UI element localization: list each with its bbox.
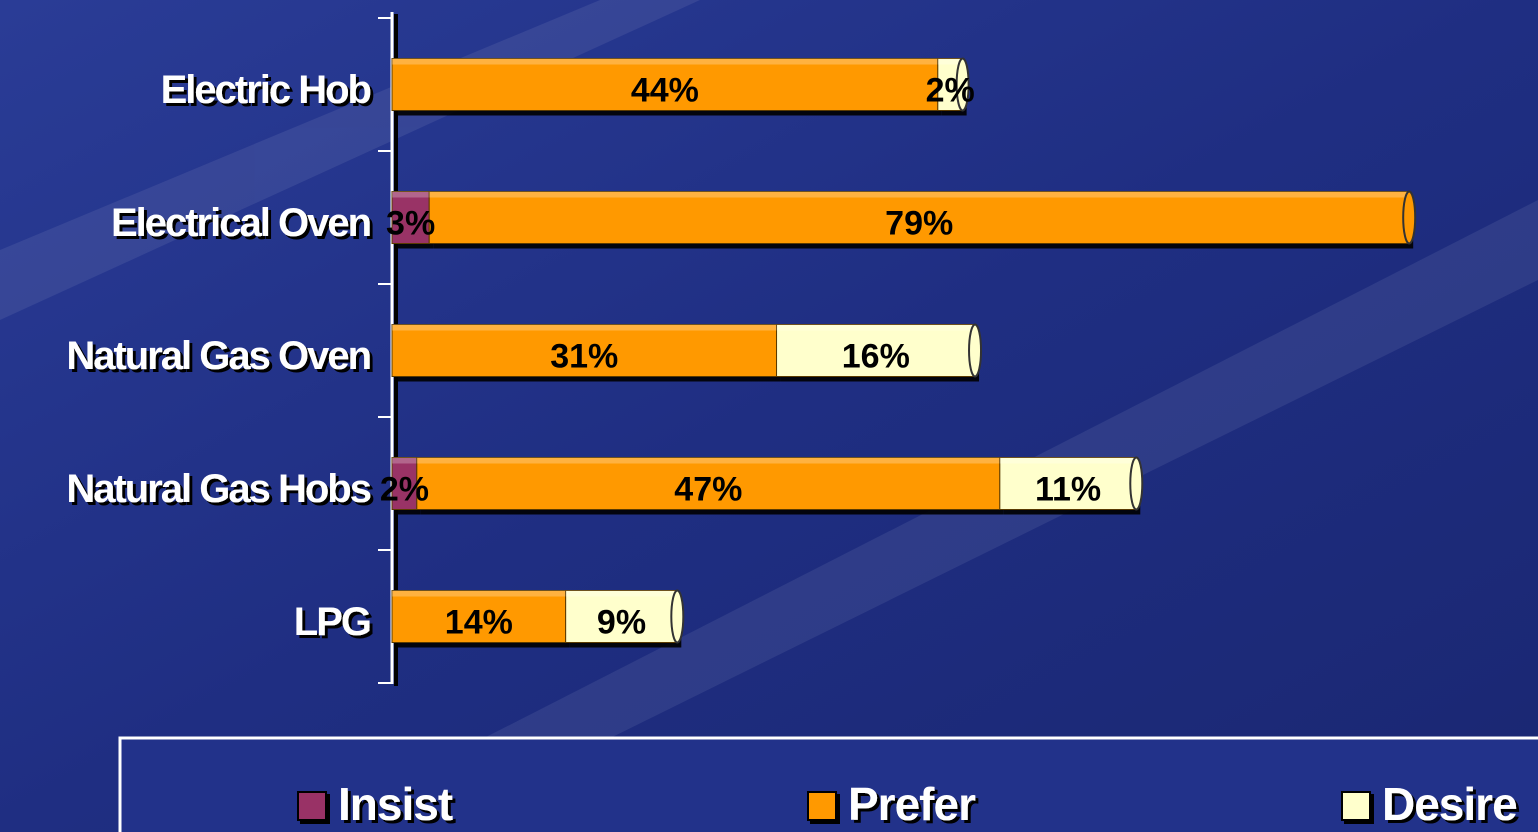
bar-highlight [392, 324, 777, 331]
category-label: Electric Hob [161, 68, 371, 112]
legend-label: Insist [338, 778, 453, 830]
legend-label: Desire [1382, 778, 1517, 830]
bar-highlight [999, 457, 1137, 464]
bar-highlight [392, 590, 566, 597]
bar-segment [391, 58, 939, 111]
legend: Insist Prefer Desire [297, 778, 1518, 830]
bar-segment [391, 590, 567, 643]
bar-segment [391, 457, 418, 510]
legend-swatch [297, 791, 327, 821]
category-label: Natural Gas Oven [66, 334, 370, 378]
bar-highlight [392, 58, 938, 65]
bar-segment [776, 324, 976, 377]
bar-end-cap [955, 57, 970, 112]
bar-highlight [392, 457, 417, 464]
data-label: 79% [885, 204, 953, 242]
bar-highlight [776, 324, 976, 331]
bar-segment [428, 191, 1410, 244]
category-label: Electrical Oven [111, 201, 370, 245]
data-label: 31% [550, 337, 618, 375]
legend-swatch [807, 791, 837, 821]
bar-highlight [429, 191, 1410, 198]
bars: Electric Hob 44% 2% Electrical Oven 3% 79% Nat… [66, 57, 1417, 648]
legend-swatch [1341, 791, 1371, 821]
bar-end-cap [1402, 190, 1417, 245]
category-label: Natural Gas Hobs [66, 467, 370, 511]
bar-highlight [392, 191, 430, 198]
category-label: LPG [294, 600, 370, 644]
category-ticks [378, 17, 392, 684]
data-label: 14% [445, 603, 513, 641]
data-label: 47% [674, 470, 742, 508]
legend-label: Prefer [848, 778, 976, 830]
bar-segment [416, 457, 1001, 510]
bar-end-cap [1129, 456, 1144, 511]
bar-end-cap [670, 589, 685, 644]
bar-segment [999, 457, 1137, 510]
data-label: 16% [842, 337, 910, 375]
bar-end-cap [968, 323, 983, 378]
data-label: 11% [1035, 470, 1101, 508]
bar-highlight [937, 58, 963, 65]
data-label: 44% [631, 71, 699, 109]
bar-highlight [416, 457, 1000, 464]
bar-highlight [565, 590, 678, 597]
data-label: 9% [597, 603, 646, 641]
data-label: 2% [380, 470, 429, 508]
bar-segment [391, 324, 778, 377]
data-label: 2% [926, 71, 975, 109]
data-label: 3% [386, 204, 435, 242]
